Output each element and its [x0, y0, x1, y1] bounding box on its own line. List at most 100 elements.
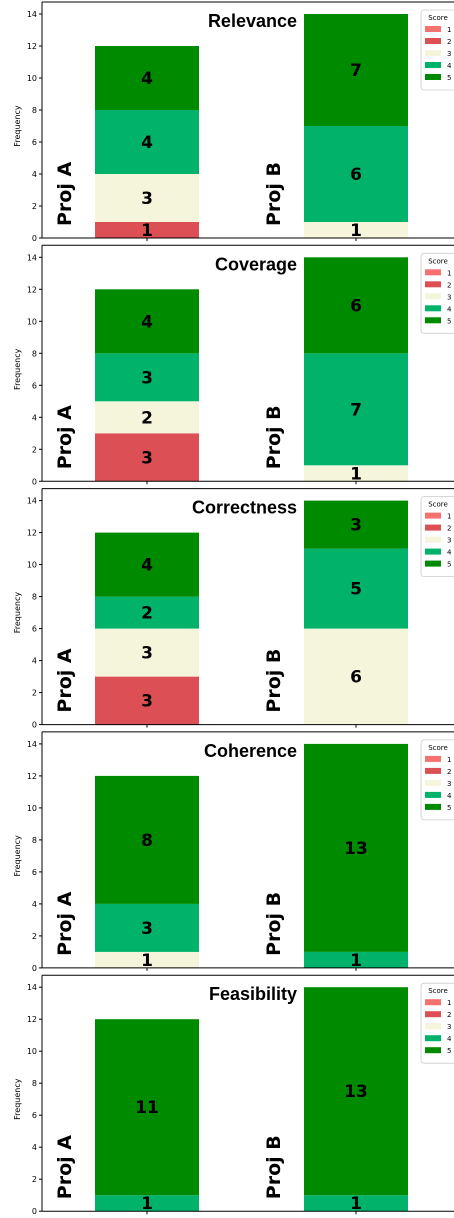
- data-label: 7: [350, 61, 362, 81]
- bar-segment: [304, 1195, 408, 1212]
- data-label: 6: [350, 668, 362, 688]
- data-label: 3: [141, 189, 153, 209]
- y-tick-label: 8: [32, 836, 37, 845]
- bar-segment: [304, 628, 408, 725]
- y-tick-label: 6: [32, 138, 37, 147]
- bar-segment: [304, 548, 408, 629]
- category-label: Proj B: [263, 892, 285, 956]
- legend-swatch: [425, 281, 441, 288]
- data-label: 3: [141, 644, 153, 664]
- title-background: [200, 737, 300, 764]
- y-tick-label: 4: [32, 1143, 37, 1152]
- data-label: 1: [141, 221, 153, 241]
- category-label: Proj B: [263, 649, 285, 713]
- legend: Score 1 2 3 4 5: [420, 496, 454, 577]
- data-label: 1: [141, 1194, 153, 1214]
- y-tick-label: 0: [32, 964, 37, 973]
- y-tick-label: 10: [27, 1047, 37, 1056]
- legend-entry-label: 4: [447, 305, 452, 313]
- y-tick-label: 0: [32, 1207, 37, 1216]
- y-axis-label: Frequency: [13, 835, 22, 877]
- legend-title: Score: [428, 744, 448, 752]
- bar-segment: [304, 14, 408, 126]
- bar-segment: [95, 676, 199, 725]
- data-label: 3: [141, 919, 153, 939]
- legend-swatch: [425, 305, 441, 312]
- y-axis-label: Frequency: [13, 592, 22, 634]
- legend-swatch: [425, 779, 441, 786]
- y-tick-label: 6: [32, 381, 37, 390]
- legend-title: Score: [428, 14, 448, 22]
- legend-swatch: [425, 1023, 441, 1030]
- bar-segment: [95, 1195, 199, 1212]
- y-tick-label: 10: [27, 804, 37, 813]
- y-tick-label: 14: [27, 253, 37, 262]
- y-tick-label: 2: [32, 1175, 37, 1184]
- legend-title: Score: [428, 987, 448, 995]
- legend-swatch: [425, 1035, 441, 1042]
- legend-entry-label: 2: [447, 38, 451, 46]
- legend-swatch: [425, 791, 441, 798]
- chart-title: Coverage: [215, 254, 297, 274]
- y-tick-label: 6: [32, 868, 37, 877]
- legend: Score 1 2 3 4 5: [420, 9, 454, 91]
- legend-entry-label: 1: [447, 999, 451, 1007]
- category-label: Proj B: [263, 1135, 285, 1199]
- legend-entry-label: 3: [447, 780, 451, 788]
- legend: Score 1 2 3 4 5: [420, 982, 454, 1064]
- legend-entry-label: 5: [447, 317, 451, 325]
- data-label: 13: [344, 1082, 368, 1102]
- data-label: 3: [141, 692, 153, 712]
- legend-swatch: [425, 560, 441, 567]
- bar-segment: [95, 222, 199, 238]
- data-label: 1: [350, 951, 362, 971]
- data-label: 1: [141, 951, 153, 971]
- legend: Score 1 2 3 4 5: [420, 739, 454, 821]
- bar-segment: [304, 353, 408, 466]
- legend-entry-label: 1: [447, 513, 451, 521]
- legend-entry-label: 5: [447, 804, 451, 812]
- data-label: 3: [141, 448, 153, 468]
- data-label: 2: [141, 604, 153, 624]
- legend-title: Score: [428, 257, 448, 265]
- legend-swatch: [425, 548, 441, 555]
- bar-segment: [95, 289, 199, 354]
- title-background: [204, 8, 300, 34]
- legend-swatch: [425, 767, 441, 774]
- legend-entry-label: 5: [447, 561, 451, 569]
- legend: Score 1 2 3 4 5: [420, 252, 454, 334]
- data-label: 6: [350, 296, 362, 316]
- bar-segment: [304, 987, 408, 1196]
- y-tick-label: 6: [32, 1111, 37, 1120]
- bar-segment: [304, 126, 408, 222]
- y-tick-label: 8: [32, 349, 37, 358]
- category-label: Proj A: [54, 405, 76, 469]
- bar-segment: [95, 353, 199, 402]
- bar-segment: [304, 222, 408, 238]
- legend-swatch: [425, 293, 441, 300]
- bar-segment: [304, 743, 408, 952]
- legend-entry-label: 1: [447, 756, 451, 764]
- legend-entry-label: 2: [447, 281, 451, 289]
- title-background: [205, 981, 300, 1008]
- bar-segment: [95, 628, 199, 677]
- category-label: Proj A: [54, 162, 76, 226]
- y-tick-label: 8: [32, 593, 37, 602]
- legend-entry-label: 1: [447, 269, 451, 277]
- legend-title: Score: [428, 501, 448, 509]
- legend-entry-label: 3: [447, 537, 451, 545]
- legend-swatch: [425, 512, 441, 519]
- y-tick-label: 4: [32, 170, 37, 179]
- legend-swatch: [425, 74, 441, 80]
- chart-title: Coherence: [204, 741, 297, 761]
- bar-segment: [95, 110, 199, 174]
- legend-entry-label: 4: [447, 1035, 452, 1043]
- y-axis-label: Frequency: [13, 1078, 22, 1120]
- chart-title: Relevance: [208, 11, 297, 31]
- y-tick-label: 14: [27, 10, 37, 19]
- legend-entry-label: 3: [447, 293, 451, 301]
- legend-swatch: [425, 1047, 441, 1054]
